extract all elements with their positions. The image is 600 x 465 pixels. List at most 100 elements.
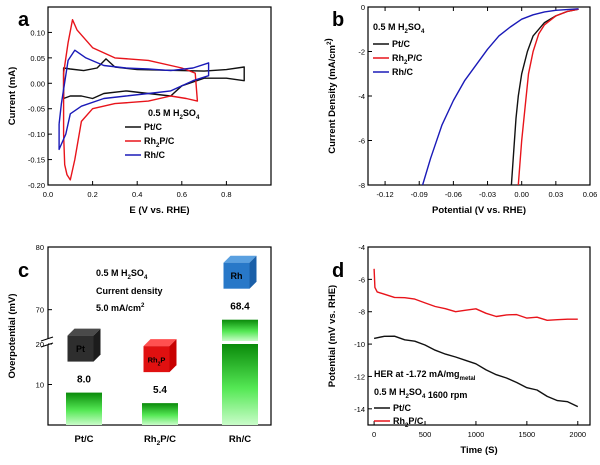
panel-letter: c — [18, 260, 29, 282]
y-tick-label: 0.05 — [30, 54, 45, 63]
y-tick-label: -0.20 — [28, 181, 45, 190]
y-tick-label: 0 — [361, 3, 365, 12]
category-label: Rh2P/C — [144, 434, 176, 447]
y-tick-label: -0.15 — [28, 156, 45, 165]
bar — [222, 319, 258, 341]
x-tick-label: 0.03 — [549, 190, 564, 199]
plot-frame — [367, 6, 591, 186]
y-tick-label: -0.10 — [28, 130, 45, 139]
category-label: Rh/C — [229, 434, 251, 445]
x-tick-label: 0.4 — [132, 190, 142, 199]
y-tick-label: -10 — [354, 340, 365, 349]
panel-b — [367, 6, 591, 186]
category-label: Pt/C — [75, 434, 94, 445]
axis-break-gap — [43, 339, 53, 345]
bar — [66, 392, 102, 425]
plot-frame — [367, 246, 591, 426]
x-tick-label: -0.12 — [377, 190, 394, 199]
x-tick-label: 0.8 — [221, 190, 231, 199]
series-line — [62, 19, 199, 181]
panel-letter: b — [332, 9, 344, 31]
annotation: Current density — [96, 286, 163, 296]
y-tick-label: -12 — [354, 372, 365, 381]
y-tick-label: -8 — [358, 308, 365, 317]
x-axis-label: E (V vs. RHE) — [129, 205, 189, 216]
cube-icon — [143, 346, 170, 373]
panel-c — [40, 246, 272, 426]
cube-label: Rh2P — [148, 356, 166, 368]
cube-icon — [223, 255, 257, 263]
axis-break-mark — [40, 336, 54, 342]
y-tick-label: -6 — [358, 275, 365, 284]
value-label: 8.0 — [77, 375, 91, 386]
x-tick-label: 2000 — [569, 430, 586, 439]
annotation: 5.0 mA/cm2 — [96, 302, 145, 313]
cube-icon — [169, 339, 177, 373]
x-tick-label: -0.03 — [479, 190, 496, 199]
x-axis-label: Time (S) — [460, 445, 497, 456]
x-tick-label: -0.06 — [445, 190, 462, 199]
y-tick-label: -2 — [358, 48, 365, 57]
x-tick-label: 1500 — [519, 430, 536, 439]
y-tick-label: -4 — [358, 92, 365, 101]
annotation: HER at -1.72 mA/mgmetal — [374, 369, 476, 382]
y-tick-label: 10 — [36, 381, 44, 390]
y-tick-label: -8 — [358, 181, 365, 190]
y-tick-label: 0.10 — [30, 28, 45, 37]
legend-entry: Rh/C — [144, 150, 165, 160]
cube-icon — [223, 262, 250, 289]
series-line — [421, 8, 579, 186]
cube-icon — [93, 328, 101, 362]
y-axis-label: Potential (mV vs. RHE) — [327, 285, 338, 387]
x-tick-label: 0.06 — [583, 190, 598, 199]
x-axis-label: Potential (V vs. RHE) — [432, 205, 526, 216]
x-tick-label: 0 — [372, 430, 376, 439]
series-line — [373, 268, 578, 321]
legend-entry: Pt/C — [144, 122, 163, 132]
y-tick-label: 80 — [36, 243, 44, 252]
legend-entry: Rh/C — [392, 67, 413, 77]
y-axis-label: Overpotential (mV) — [7, 294, 18, 379]
legend-title: 0.5 M H2SO4 — [373, 22, 425, 35]
x-tick-label: 500 — [419, 430, 432, 439]
x-tick-label: 0.0 — [43, 190, 53, 199]
panel-letter: d — [332, 260, 344, 282]
cube-icon — [249, 255, 257, 289]
panel-a — [47, 6, 272, 186]
plot-frame — [47, 6, 272, 186]
y-tick-label: -6 — [358, 137, 365, 146]
x-tick-label: 0.2 — [87, 190, 97, 199]
y-tick-label: 20 — [36, 340, 44, 349]
legend-title: 0.5 M H2SO4 1600 rpm — [374, 387, 467, 400]
series-line — [62, 58, 245, 100]
annotation: 0.5 M H2SO4 — [96, 268, 148, 281]
y-tick-label: 70 — [36, 306, 44, 315]
y-axis-label: Current Density (mA/cm2) — [323, 38, 338, 154]
cube-icon — [143, 339, 177, 347]
series-line — [517, 8, 579, 186]
series-line — [58, 49, 210, 151]
panel-d — [367, 246, 591, 426]
cube-icon — [67, 328, 101, 336]
y-tick-label: -0.05 — [28, 105, 45, 114]
y-tick-label: -4 — [358, 243, 365, 252]
panel-letter: a — [18, 9, 30, 31]
series-line — [373, 335, 579, 408]
legend-entry: Pt/C — [392, 39, 411, 49]
y-tick-label: 0.00 — [30, 79, 45, 88]
x-tick-label: 1000 — [468, 430, 485, 439]
x-tick-label: -0.09 — [411, 190, 428, 199]
cube-icon — [67, 335, 94, 362]
value-label: 68.4 — [230, 302, 250, 313]
legend-entry: Rh2P/C — [144, 136, 175, 149]
legend-entry: Rh2P/C — [393, 416, 424, 429]
bar — [142, 403, 178, 425]
legend-title: 0.5 M H2SO4 — [148, 108, 200, 121]
bar — [222, 344, 258, 425]
x-tick-label: 0.6 — [177, 190, 187, 199]
x-tick-label: 0.00 — [514, 190, 529, 199]
cube-label: Pt — [76, 344, 85, 354]
cube-label: Rh — [231, 271, 243, 281]
legend-entry: Pt/C — [393, 403, 412, 413]
